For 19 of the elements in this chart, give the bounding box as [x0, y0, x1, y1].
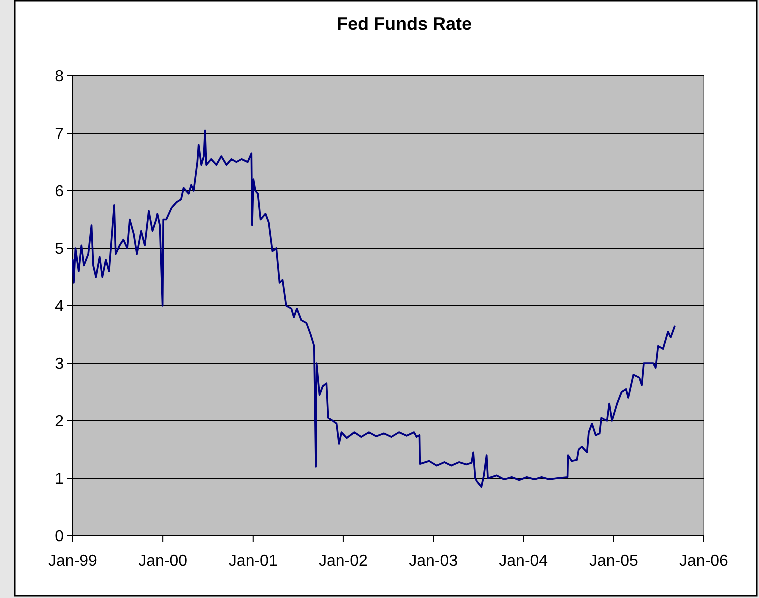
- y-tick-label: 8: [55, 68, 64, 86]
- y-tick-label: 3: [55, 356, 64, 374]
- x-tick-label: Jan-99: [48, 553, 98, 570]
- y-tick-label: 4: [55, 298, 64, 316]
- y-tick-label: 1: [55, 471, 64, 488]
- x-tick-label: Jan-01: [228, 553, 278, 570]
- line-series: [72, 130, 676, 488]
- x-tick-label: Jan-03: [409, 553, 458, 570]
- x-tick-label: Jan-02: [319, 553, 368, 570]
- x-tick-label: Jan-06: [680, 553, 729, 570]
- y-tick-label: 6: [55, 184, 64, 201]
- y-tick-label: 5: [55, 241, 64, 258]
- x-tick-label: Jan-04: [499, 553, 548, 570]
- y-tick-label: 0: [55, 528, 64, 546]
- y-tick-label: 7: [55, 126, 64, 144]
- chart-title: Fed Funds Rate: [336, 14, 472, 34]
- y-tick-label: 2: [55, 414, 64, 431]
- x-tick-label: Jan-00: [138, 553, 188, 570]
- x-tick-label: Jan-05: [589, 553, 638, 570]
